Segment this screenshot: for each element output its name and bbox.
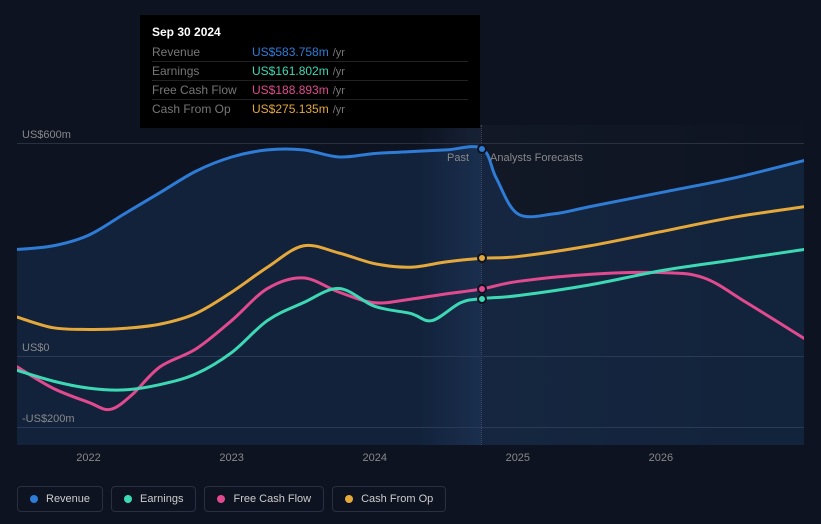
legend-label: Free Cash Flow [233, 493, 311, 505]
tooltip-value: US$275.135m [252, 102, 329, 116]
legend-dot-icon [345, 495, 353, 503]
chart-plot-area[interactable] [17, 125, 804, 445]
legend-label: Earnings [140, 493, 183, 505]
tooltip-row-free-cash-flow: Free Cash FlowUS$188.893m/yr [152, 80, 468, 99]
marker-cash-from-op [477, 253, 487, 263]
y-axis-label: US$600m [22, 129, 71, 141]
marker-free-cash-flow [477, 284, 487, 294]
tooltip-suffix: /yr [333, 104, 345, 116]
legend-label: Revenue [46, 493, 90, 505]
legend-dot-icon [124, 495, 132, 503]
tooltip-suffix: /yr [333, 85, 345, 97]
tooltip-date: Sep 30 2024 [152, 25, 468, 39]
tooltip-row-earnings: EarningsUS$161.802m/yr [152, 61, 468, 80]
legend-item-cash-from-op[interactable]: Cash From Op [332, 486, 446, 512]
y-axis-label: -US$200m [22, 413, 75, 425]
legend-item-earnings[interactable]: Earnings [111, 486, 196, 512]
tooltip-suffix: /yr [333, 66, 345, 78]
financials-chart: US$600m US$0 -US$200m 2022 2023 2024 2025 2026… [0, 0, 821, 524]
chart-legend: Revenue Earnings Free Cash Flow Cash From O… [17, 486, 446, 512]
legend-label: Cash From Op [361, 493, 433, 505]
tooltip-suffix: /yr [333, 47, 345, 59]
past-label: Past [447, 152, 469, 164]
x-axis-label: 2025 [506, 452, 530, 464]
legend-dot-icon [30, 495, 38, 503]
x-axis-label: 2024 [362, 452, 386, 464]
tooltip-row-revenue: RevenueUS$583.758m/yr [152, 43, 468, 61]
tooltip-value: US$161.802m [252, 64, 329, 78]
tooltip-label: Revenue [152, 45, 252, 59]
x-axis-label: 2022 [76, 452, 100, 464]
tooltip-label: Cash From Op [152, 102, 252, 116]
marker-revenue [477, 144, 487, 154]
legend-item-revenue[interactable]: Revenue [17, 486, 103, 512]
forecast-label: Analysts Forecasts [490, 152, 583, 164]
series-fill-revenue [17, 147, 804, 445]
marker-earnings [477, 294, 487, 304]
legend-item-free-cash-flow[interactable]: Free Cash Flow [204, 486, 324, 512]
y-axis-label: US$0 [22, 342, 50, 354]
legend-dot-icon [217, 495, 225, 503]
tooltip-row-cash-from-op: Cash From OpUS$275.135m/yr [152, 99, 468, 118]
tooltip-label: Earnings [152, 64, 252, 78]
tooltip-label: Free Cash Flow [152, 83, 252, 97]
chart-tooltip: Sep 30 2024 RevenueUS$583.758m/yrEarning… [140, 15, 480, 128]
tooltip-value: US$188.893m [252, 83, 329, 97]
x-axis-label: 2026 [649, 452, 673, 464]
tooltip-value: US$583.758m [252, 45, 329, 59]
x-axis-label: 2023 [219, 452, 243, 464]
